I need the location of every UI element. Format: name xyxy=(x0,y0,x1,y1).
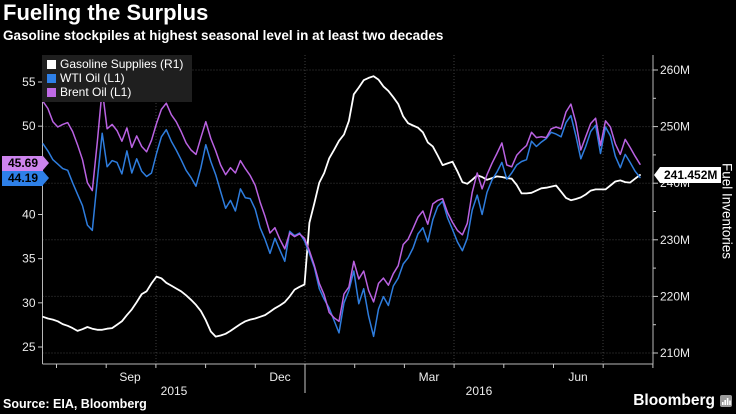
svg-text:250M: 250M xyxy=(660,120,690,134)
svg-text:230M: 230M xyxy=(660,233,690,247)
svg-text:Dec: Dec xyxy=(269,370,290,384)
svg-text:260M: 260M xyxy=(660,63,690,77)
wti-last-price: 44.19 xyxy=(7,170,39,185)
legend-item-brent[interactable]: Brent Oil (L1) xyxy=(47,85,183,99)
tag-arrow-right-icon xyxy=(43,170,49,185)
tag-arrow-right-icon xyxy=(43,156,49,171)
brent-last-price-tag: 45.69 xyxy=(2,156,49,172)
svg-text:2016: 2016 xyxy=(466,384,493,398)
svg-text:Jun: Jun xyxy=(568,370,587,384)
svg-text:Mar: Mar xyxy=(419,370,440,384)
svg-text:2015: 2015 xyxy=(161,384,188,398)
legend-label: Gasoline Supplies (R1) xyxy=(60,57,184,71)
source-text: Source: EIA, Bloomberg xyxy=(3,397,147,411)
right-axis-title: Fuel Inventories xyxy=(719,162,735,260)
svg-text:Sep: Sep xyxy=(119,370,141,384)
gasoline-last-value: 241.452M xyxy=(664,167,718,182)
bloomberg-wordmark: Bloomberg xyxy=(633,392,715,409)
svg-text:40: 40 xyxy=(22,207,36,221)
svg-text:25: 25 xyxy=(22,340,36,354)
svg-text:50: 50 xyxy=(22,119,36,133)
chart-legend: Gasoline Supplies (R1) WTI Oil (L1) Bren… xyxy=(42,55,193,102)
page-subtitle: Gasoline stockpiles at highest seasonal … xyxy=(3,28,444,43)
svg-text:30: 30 xyxy=(22,296,36,310)
tag-arrow-left-icon xyxy=(654,166,660,183)
wti-swatch-icon xyxy=(47,73,56,83)
legend-label: Brent Oil (L1) xyxy=(60,85,132,99)
legend-label: WTI Oil (L1) xyxy=(60,71,125,85)
wti-last-price-tag: 44.19 xyxy=(2,170,49,186)
legend-item-gasoline[interactable]: Gasoline Supplies (R1) xyxy=(47,57,183,71)
bloomberg-logo: Bloomberg xyxy=(633,392,732,410)
page-title: Fueling the Surplus xyxy=(3,0,209,25)
svg-text:55: 55 xyxy=(22,75,36,89)
svg-text:210M: 210M xyxy=(660,346,690,360)
brent-swatch-icon xyxy=(47,87,56,97)
svg-text:220M: 220M xyxy=(660,289,690,303)
svg-text:35: 35 xyxy=(22,252,36,266)
bloomberg-bars-icon xyxy=(720,395,732,407)
brent-last-price: 45.69 xyxy=(7,156,39,171)
gasoline-last-value-tag: 241.452M xyxy=(654,166,722,183)
gasoline-swatch-icon xyxy=(47,59,56,69)
legend-item-wti[interactable]: WTI Oil (L1) xyxy=(47,71,183,85)
